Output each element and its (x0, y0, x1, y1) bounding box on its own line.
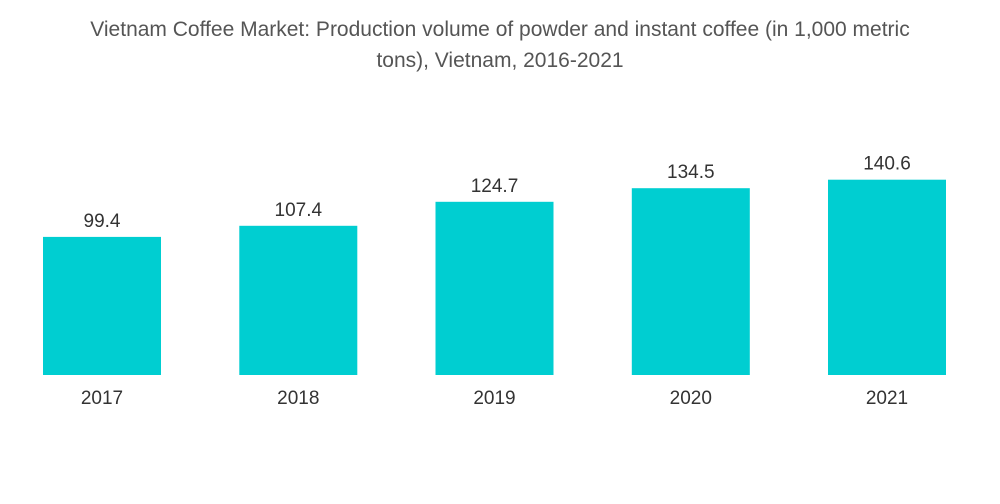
value-label-2018: 107.4 (275, 200, 323, 221)
x-tick-2018: 2018 (277, 388, 319, 409)
value-label-2020: 134.5 (667, 162, 715, 183)
value-label-2017: 99.4 (84, 211, 121, 232)
bar-2019 (435, 201, 554, 375)
bar-2017 (43, 236, 161, 375)
x-tick-2017: 2017 (81, 388, 123, 409)
chart-title: Vietnam Coffee Market: Production volume… (0, 14, 1000, 76)
x-tick-labels-group: 2017 2018 2019 2020 2021 (81, 388, 908, 409)
bars-group (43, 179, 946, 375)
bar-2021 (828, 179, 946, 375)
chart-title-line-1: Vietnam Coffee Market: Production volume… (90, 18, 910, 41)
x-tick-2020: 2020 (670, 388, 712, 409)
value-labels-group: 99.4 107.4 124.7 134.5 140.6 (84, 154, 911, 232)
x-tick-2019: 2019 (473, 388, 515, 409)
bar-2020 (631, 188, 750, 375)
bar-2018 (239, 225, 358, 375)
value-label-2021: 140.6 (863, 154, 911, 175)
chart-title-line-2: tons), Vietnam, 2016-2021 (376, 49, 624, 72)
value-label-2019: 124.7 (471, 176, 519, 197)
x-tick-2021: 2021 (866, 388, 908, 409)
